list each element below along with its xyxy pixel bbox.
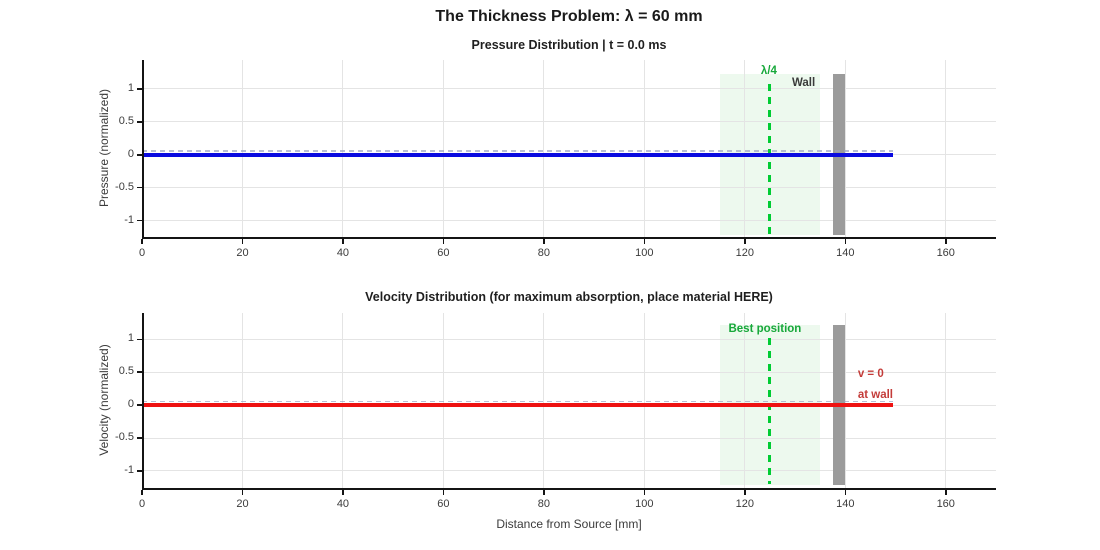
x-tick-label: 0 (138, 247, 146, 259)
x-tick-mark (543, 490, 545, 495)
y-tick-label: 1 (127, 81, 134, 94)
x-axis-spine (142, 237, 996, 239)
x-tick-mark (442, 490, 445, 495)
x-axis-label: Distance from Source [mm] (496, 517, 642, 531)
x-tick-label: 80 (537, 498, 550, 510)
velocity-plot-title: Velocity Distribution (for maximum absor… (365, 290, 773, 304)
x-tick-mark (945, 490, 947, 495)
gridline-vertical (844, 60, 846, 239)
velocity-line (142, 403, 894, 408)
gridline-horizontal (142, 338, 996, 340)
lambda-over-4-label: λ/4 (760, 65, 777, 78)
x-tick-label: 120 (735, 498, 754, 510)
pressure-plot-title: Pressure Distribution | t = 0.0 ms (471, 38, 667, 52)
x-tick-label: 120 (735, 247, 754, 259)
gridline-vertical (543, 60, 545, 239)
x-tick-mark (945, 239, 947, 244)
velocity-overlay-dashed-line (142, 400, 894, 403)
gridline-horizontal (142, 88, 996, 90)
x-tick-mark (442, 239, 445, 244)
y-tick-mark (137, 154, 142, 156)
x-tick-mark (141, 239, 143, 244)
pressure-plot-area: 0 20 40 60 80 100 120 140 160 1 0.5 0 -0.5 -1 λ/4 Wall (115, 60, 996, 259)
v-equals-zero-label: v = 0 (857, 368, 884, 381)
x-tick-label: 80 (537, 247, 550, 259)
x-tick-label: 100 (635, 498, 654, 510)
gridline-vertical (945, 60, 947, 239)
x-tick-mark (141, 490, 143, 495)
y-tick-mark (137, 437, 142, 439)
quarter-wave-marker-line (768, 83, 772, 234)
y-tick-label: 0 (127, 398, 134, 411)
at-wall-label: at wall (857, 388, 893, 401)
x-tick-mark (643, 239, 646, 244)
gridline-vertical (241, 60, 243, 239)
y-tick-mark (137, 186, 142, 189)
x-tick-mark (744, 239, 746, 244)
gridline-vertical (442, 60, 444, 239)
y-tick-mark (137, 371, 142, 373)
gridline-horizontal (142, 187, 996, 189)
y-tick-mark (137, 470, 142, 472)
velocity-plot-area: 0 20 40 60 80 100 120 140 160 1 0.5 0 -0.5 -1 Best pos… (115, 313, 996, 510)
x-tick-mark (342, 239, 344, 244)
x-tick-label: 20 (236, 247, 249, 259)
x-tick-label: 140 (836, 247, 855, 259)
x-tick-mark (241, 239, 244, 244)
figure-title: The Thickness Problem: λ = 60 mm (435, 8, 703, 25)
x-tick-mark (844, 239, 847, 244)
pressure-line (142, 152, 894, 157)
gridline-vertical (643, 60, 645, 239)
x-tick-label: 140 (836, 498, 855, 510)
wall-label: Wall (791, 77, 816, 90)
x-tick-mark (744, 490, 746, 495)
gridline-horizontal (142, 437, 996, 439)
x-tick-label: 40 (336, 498, 350, 510)
x-tick-label: 40 (336, 247, 350, 259)
x-tick-label: 100 (635, 247, 654, 259)
pressure-overlay-dashed-line (142, 150, 894, 153)
y-tick-mark (137, 338, 142, 341)
y-tick-label: -0.5 (115, 431, 134, 444)
gridline-horizontal (142, 220, 996, 222)
x-tick-label: 60 (437, 247, 450, 259)
x-tick-label: 160 (936, 247, 955, 259)
gridline-horizontal (142, 371, 996, 373)
best-position-label: Best position (728, 322, 802, 335)
y-axis-spine (142, 60, 144, 239)
x-axis-spine (142, 488, 996, 490)
gridline-vertical (744, 60, 746, 239)
y-tick-label: 0 (127, 147, 134, 160)
y-tick-mark (137, 404, 142, 406)
x-tick-mark (241, 490, 244, 495)
gridline-vertical (342, 60, 344, 239)
y-tick-label: 0.5 (118, 114, 134, 127)
x-tick-mark (643, 490, 646, 495)
y-tick-label: -0.5 (115, 180, 134, 193)
x-tick-label: 20 (236, 498, 249, 510)
x-tick-mark (844, 490, 847, 495)
y-tick-label: 0.5 (118, 365, 134, 378)
x-tick-label: 160 (936, 498, 955, 510)
y-axis-spine (142, 313, 144, 490)
x-tick-label: 60 (437, 498, 450, 510)
y-tick-label: 1 (127, 332, 134, 345)
y-tick-label: -1 (124, 463, 134, 476)
y-tick-label: -1 (124, 213, 134, 226)
y-tick-mark (137, 88, 142, 90)
x-tick-mark (342, 490, 344, 495)
gridline-vertical (945, 313, 947, 490)
x-tick-label: 0 (138, 498, 146, 510)
quarter-wave-marker-line (768, 338, 772, 485)
x-tick-mark (543, 239, 545, 244)
gridline-horizontal (142, 470, 996, 472)
y-tick-mark (137, 121, 142, 123)
y-tick-mark (137, 219, 142, 222)
gridline-horizontal (142, 121, 996, 123)
